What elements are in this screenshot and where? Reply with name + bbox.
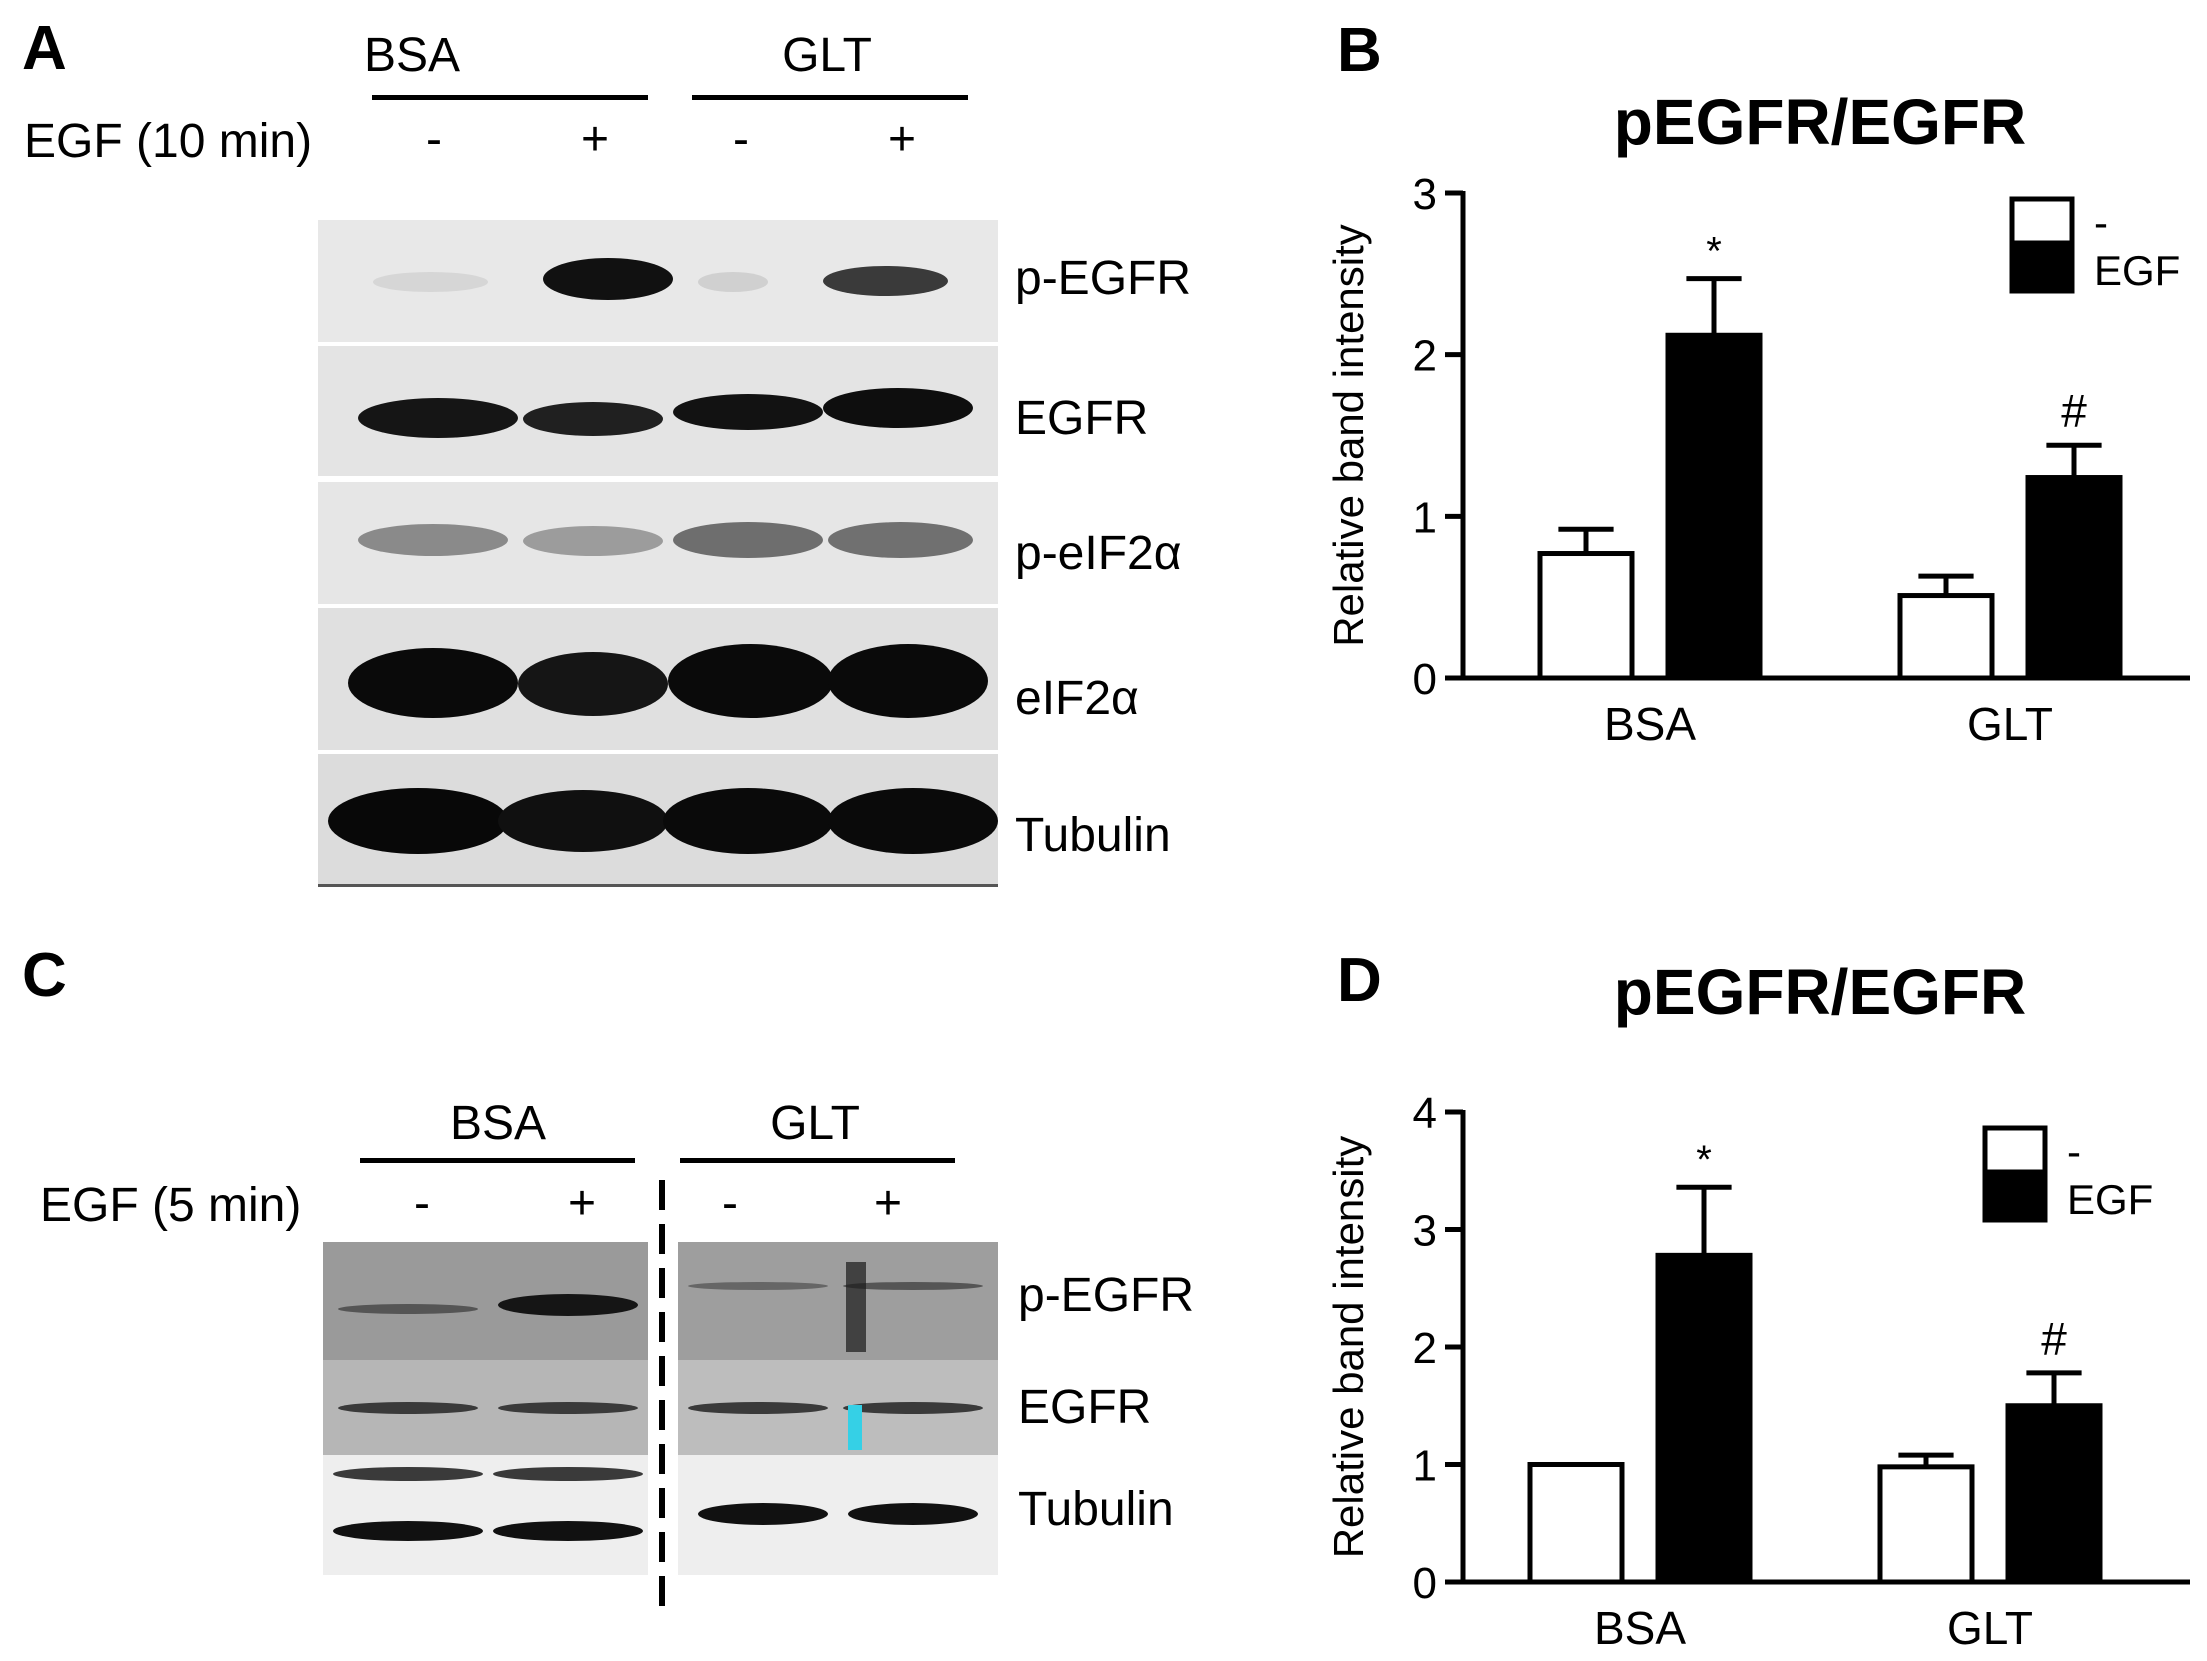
y-tick-label: 3 — [1413, 170, 1437, 219]
blot-strip-pegfr — [323, 1242, 648, 1360]
blot-strip-pegfr — [318, 220, 998, 342]
blot-strip-egfr — [678, 1360, 998, 1455]
blot-label-peif2a: p-eIF2α — [1015, 527, 1182, 580]
significance-mark: # — [2041, 1313, 2067, 1365]
panel-letter-b: B — [1337, 16, 1382, 85]
legend-swatch — [2009, 196, 2075, 246]
group-label-bsa: BSA — [363, 29, 461, 82]
blot-label-pegfr: p-EGFR — [1015, 252, 1192, 305]
significance-mark: * — [1696, 1138, 1712, 1182]
lane-sign: - — [722, 1177, 738, 1230]
x-tick-label: GLT — [1967, 698, 2053, 750]
lane-sign: + — [873, 1177, 903, 1230]
group-bar-glt — [680, 1158, 955, 1163]
legend-swatch — [1982, 1173, 2048, 1223]
blot-strip-egfr — [318, 346, 998, 476]
bar — [1877, 1464, 1975, 1585]
blot-strip-egfr — [323, 1360, 648, 1455]
blot-label-pegfr: p-EGFR — [1018, 1269, 1195, 1322]
legend-label: EGF — [2067, 1176, 2153, 1223]
bar — [1897, 593, 1995, 681]
y-tick-label: 0 — [1413, 655, 1437, 704]
chart-d: 0 1 2 3 4 Relative band intensity BSA * GLT # -EGF — [1325, 1090, 2190, 1654]
lane-sign: + — [887, 113, 917, 166]
lane-sign: + — [580, 113, 610, 166]
group-bar-bsa — [372, 95, 648, 100]
y-tick-label: 1 — [1413, 1442, 1437, 1491]
bar — [1537, 551, 1635, 681]
x-tick-label: BSA — [1604, 698, 1696, 750]
significance-mark: # — [2061, 385, 2087, 437]
y-tick-label: 2 — [1413, 1324, 1437, 1373]
panel-letter-c: C — [22, 941, 67, 1010]
y-tick-label: 0 — [1413, 1559, 1437, 1608]
bar — [2005, 1403, 2103, 1585]
blot-label-eif2a: eIF2α — [1015, 672, 1139, 725]
bar — [1527, 1462, 1625, 1585]
blot-strip-tubulin — [678, 1455, 998, 1575]
bar — [1655, 1252, 1753, 1585]
legend-label: - — [2067, 1128, 2081, 1175]
blot-strip-tubulin — [323, 1455, 648, 1575]
treatment-label: EGF (10 min) — [24, 115, 313, 168]
significance-mark: * — [1706, 230, 1722, 274]
y-axis-label: Relative band intensity — [1325, 224, 1372, 647]
blot-strip-eif2a — [318, 608, 998, 750]
panel-letter-a: A — [22, 14, 67, 83]
group-label-bsa: BSA — [449, 1097, 547, 1150]
y-tick-label: 4 — [1413, 1090, 1437, 1138]
blot-label-egfr: EGFR — [1015, 392, 1149, 445]
lane-sign: - — [414, 1177, 430, 1230]
chart-b: 0 1 2 3 Relative band intensity BSA * GLT # -EGF — [1325, 170, 2190, 750]
chart-title: pEGFR/EGFR — [1613, 86, 2027, 158]
group-bar-bsa — [360, 1158, 635, 1163]
legend-swatch — [2009, 244, 2075, 294]
legend-label: EGF — [2094, 247, 2180, 294]
legend-label: - — [2094, 199, 2108, 246]
group-label-glt: GLT — [782, 29, 872, 82]
group-label-glt: GLT — [770, 1097, 860, 1150]
blot-strip-peif2a — [318, 482, 998, 604]
blot-label-tubulin: Tubulin — [1015, 809, 1171, 862]
bar — [1665, 332, 1763, 681]
blot-strip-pegfr — [678, 1242, 998, 1360]
group-bar-glt — [692, 95, 968, 100]
lane-divider — [659, 1180, 665, 1620]
y-tick-label: 3 — [1413, 1207, 1437, 1256]
blot-label-tubulin: Tubulin — [1018, 1483, 1174, 1536]
panel-letter-d: D — [1337, 946, 1382, 1015]
lane-sign: - — [426, 113, 442, 166]
chart-title: pEGFR/EGFR — [1613, 956, 2027, 1028]
bar — [2025, 475, 2123, 681]
lane-sign: + — [567, 1177, 597, 1230]
y-axis-label: Relative band intensity — [1325, 1136, 1372, 1559]
blot-strip-tubulin — [318, 754, 998, 887]
treatment-label: EGF (5 min) — [40, 1179, 302, 1232]
lane-sign: - — [733, 113, 749, 166]
blot-label-egfr: EGFR — [1018, 1381, 1152, 1434]
legend-swatch — [1982, 1125, 2048, 1175]
x-tick-label: BSA — [1594, 1602, 1686, 1654]
y-tick-label: 1 — [1413, 493, 1437, 542]
y-tick-label: 2 — [1413, 332, 1437, 381]
x-tick-label: GLT — [1947, 1602, 2033, 1654]
